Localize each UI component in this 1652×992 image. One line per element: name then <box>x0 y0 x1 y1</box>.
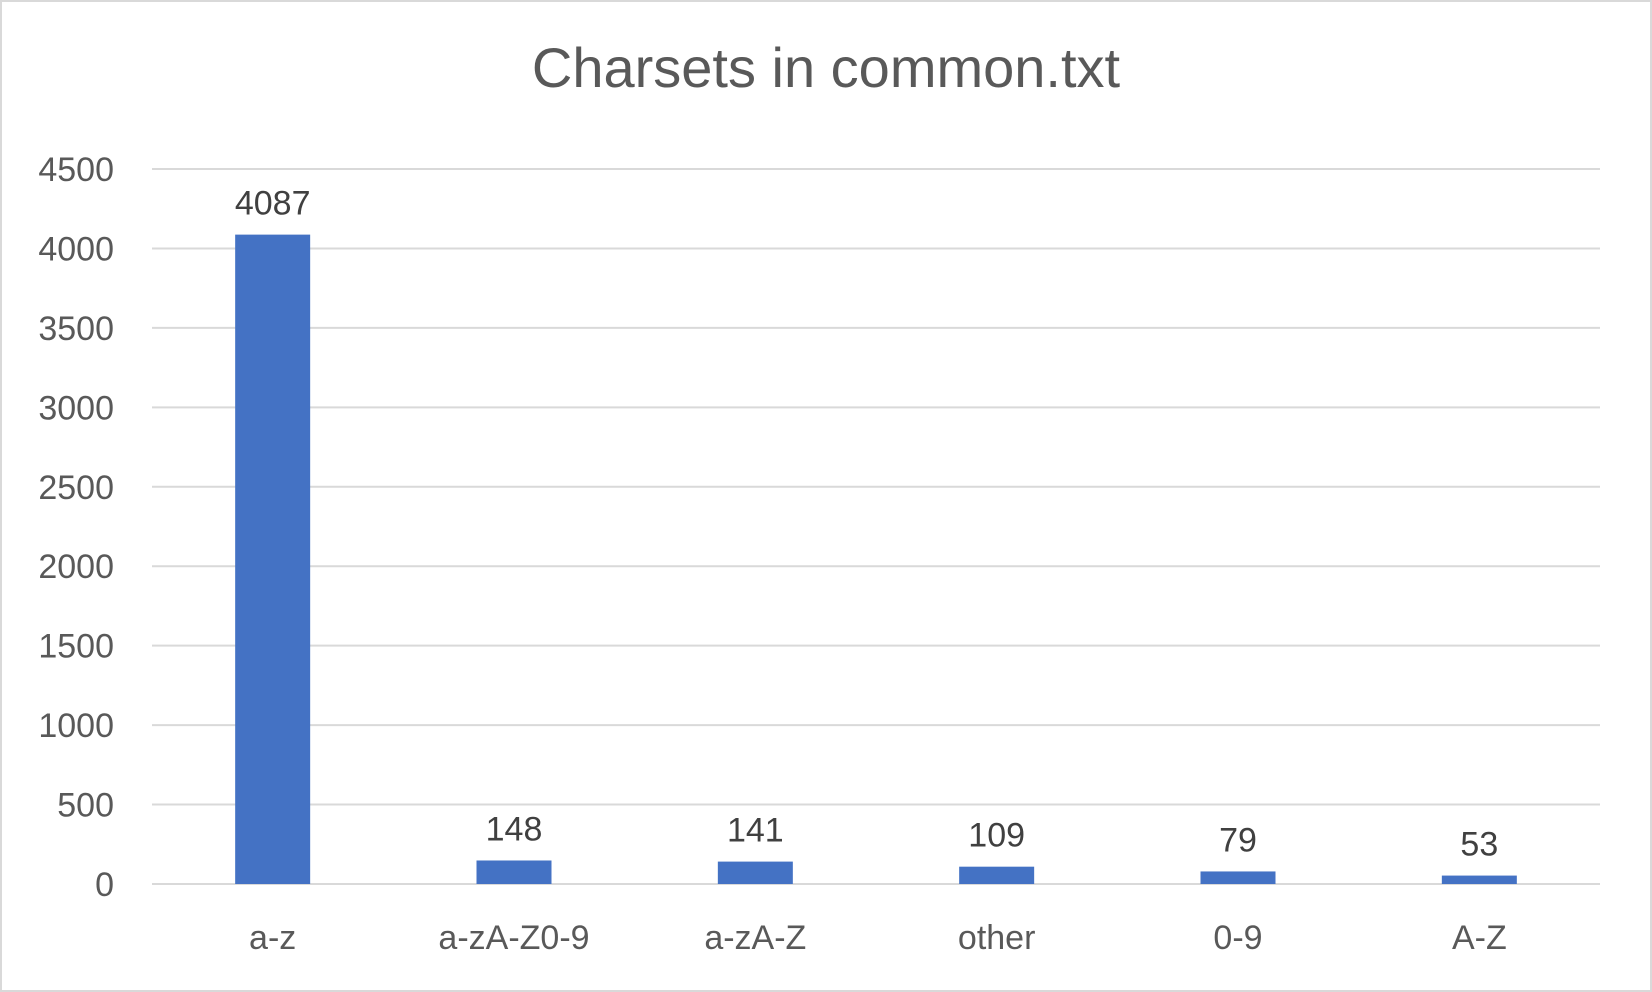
bar <box>1200 871 1276 884</box>
y-tick-label: 500 <box>57 787 114 825</box>
y-tick-label: 1000 <box>38 707 114 745</box>
data-label: 141 <box>727 812 784 850</box>
y-tick-label: 4500 <box>38 151 114 189</box>
bar <box>235 234 311 885</box>
bar <box>476 860 552 884</box>
y-tick-label: 2500 <box>38 469 114 507</box>
x-category-label: 0-9 <box>1213 919 1262 957</box>
x-category-label: a-zA-Z0-9 <box>438 919 589 957</box>
bar <box>1441 875 1517 884</box>
x-category-label: a-zA-Z <box>704 919 806 957</box>
y-tick-label: 1500 <box>38 628 114 666</box>
y-tick-label: 4000 <box>38 230 114 268</box>
data-label: 4087 <box>235 185 311 223</box>
y-tick-label: 3500 <box>38 310 114 348</box>
data-label: 109 <box>968 817 1025 855</box>
x-category-label: A-Z <box>1452 919 1507 957</box>
data-label: 148 <box>486 810 543 848</box>
data-label: 79 <box>1219 821 1257 859</box>
bar <box>959 866 1035 884</box>
y-tick-label: 3000 <box>38 389 114 427</box>
chart-title: Charsets in common.txt <box>531 36 1121 99</box>
x-category-label: other <box>958 919 1036 957</box>
x-category-label: a-z <box>249 919 296 957</box>
y-tick-label: 0 <box>95 866 114 904</box>
data-label: 53 <box>1460 826 1498 864</box>
y-tick-label: 2000 <box>38 548 114 586</box>
bar <box>717 861 793 884</box>
